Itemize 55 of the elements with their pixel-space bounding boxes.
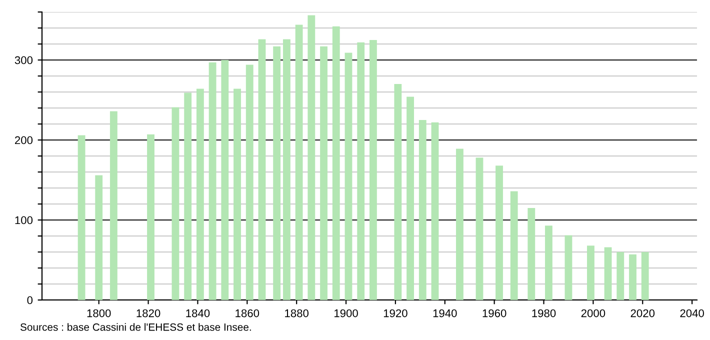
x-tick-label: 1840 xyxy=(186,309,210,318)
bar xyxy=(246,64,254,300)
bar xyxy=(564,235,572,300)
x-tick-label: 1980 xyxy=(532,309,556,318)
x-tick-label: 2000 xyxy=(581,309,606,318)
y-tick-label: 0 xyxy=(27,296,33,304)
y-tick-label: 100 xyxy=(15,216,33,224)
x-tick-label: 1860 xyxy=(236,309,260,318)
bar xyxy=(320,46,328,300)
bar xyxy=(476,158,484,300)
bar xyxy=(95,175,103,300)
bar xyxy=(544,226,552,300)
x-tick-label: 1880 xyxy=(285,309,309,318)
bar xyxy=(308,15,316,300)
bar xyxy=(172,107,180,300)
bar xyxy=(357,42,365,300)
bar xyxy=(184,92,192,300)
bar xyxy=(528,208,536,300)
bar xyxy=(418,120,426,300)
bar xyxy=(616,252,624,300)
bar xyxy=(604,247,612,300)
bar xyxy=(496,166,503,300)
bar xyxy=(78,135,86,300)
bar xyxy=(273,46,281,300)
x-tick-label: 1960 xyxy=(482,309,506,318)
source-note: Sources : base Cassini de l'EHESS et base Insee. xyxy=(20,323,251,331)
x-tick-label: 1800 xyxy=(87,309,111,318)
bar xyxy=(196,88,204,300)
bar xyxy=(370,40,377,300)
bar xyxy=(234,88,241,300)
bar xyxy=(258,39,266,300)
bar xyxy=(394,84,402,300)
bar xyxy=(110,111,118,300)
x-tick-label: 2040 xyxy=(680,309,704,318)
bar xyxy=(208,62,216,300)
bar xyxy=(406,96,414,300)
x-tick-label: 2020 xyxy=(630,309,655,318)
bar xyxy=(641,252,649,300)
bar xyxy=(587,246,594,300)
y-tick-label: 300 xyxy=(14,56,33,64)
bar xyxy=(147,134,154,300)
y-tick-label: 200 xyxy=(14,136,33,144)
bar xyxy=(629,254,636,300)
bar xyxy=(456,148,464,300)
bar xyxy=(344,52,352,300)
bar xyxy=(282,39,290,300)
bar xyxy=(431,122,439,300)
x-tick-label: 1900 xyxy=(334,309,358,318)
x-tick-label: 1920 xyxy=(384,309,408,318)
x-tick-label: 1940 xyxy=(433,309,457,318)
bar xyxy=(332,26,340,300)
bar xyxy=(295,24,303,300)
bar xyxy=(510,191,518,300)
bar xyxy=(221,60,229,300)
x-tick-label: 1820 xyxy=(136,309,160,318)
